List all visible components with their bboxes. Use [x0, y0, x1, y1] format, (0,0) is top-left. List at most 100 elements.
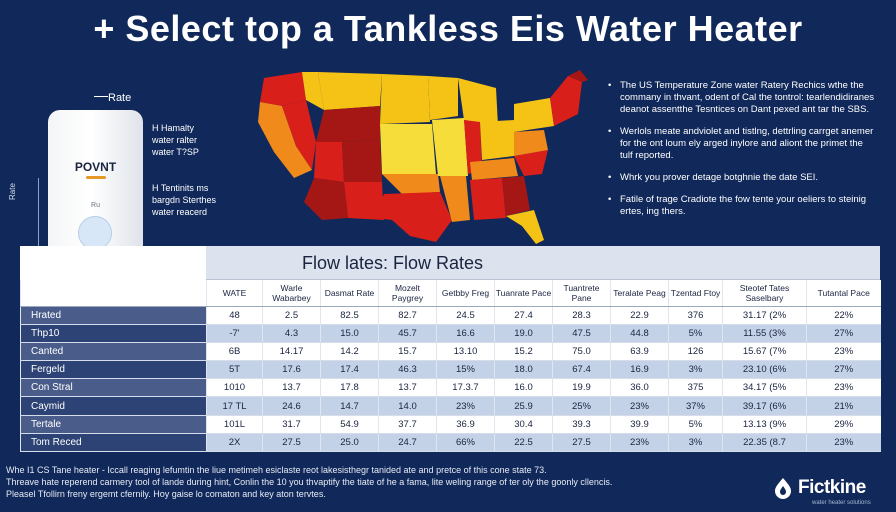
map-region-illinois [464, 120, 482, 174]
table-cell: 30.4 [494, 415, 553, 434]
table-cell: 17.8 [320, 378, 379, 398]
device-accent-mark [86, 176, 106, 179]
flow-rates-table: WATE Warle Wabarbey Dasmat Rate Mozelt P… [20, 280, 881, 453]
table-row: Canted 6B 14.17 14.2 15.7 13.10 15.2 75.… [20, 342, 881, 362]
footer-notes: Whe I1 CS Tane heater - Iccall reaging l… [6, 464, 726, 500]
table-cell: 13.10 [436, 342, 495, 362]
info-bullet: Fatile of trage Cradiote the fow tente y… [606, 194, 874, 218]
table-cell: 376 [668, 306, 723, 325]
table-cell: 34.17 (5% [722, 378, 807, 398]
map-region-wyoming [316, 106, 380, 142]
row-label: Canted [20, 342, 207, 362]
column-header: Tzentad Ftoy [668, 280, 723, 307]
map-region-california [258, 102, 312, 178]
map-region-colorado [342, 140, 382, 182]
map-region-georgia [502, 176, 530, 216]
map-region-tennessee [470, 158, 518, 180]
table-cell: 15.0 [320, 324, 379, 343]
table-cell: 27% [806, 360, 881, 380]
table-cell: 31.7 [262, 415, 321, 434]
footer-line: Whe I1 CS Tane heater - Iccall reaging l… [6, 465, 547, 475]
table-cell: 25% [552, 396, 611, 416]
table-cell: 14.17 [262, 342, 321, 362]
table-cell: 5% [668, 415, 723, 434]
table-header-row: WATE Warle Wabarbey Dasmat Rate Mozelt P… [20, 280, 881, 307]
brand-logo: Fictkine [772, 476, 866, 500]
table-cell: 67.4 [552, 360, 611, 380]
logo-wordmark: Fictkine [798, 477, 866, 498]
table-cell: -7' [206, 324, 263, 343]
table-cell: 11.55 (3% [722, 324, 807, 343]
column-header: Tutantal Pace [806, 280, 881, 307]
table-cell: 28.3 [552, 306, 611, 325]
side-label: Rate [8, 183, 17, 200]
table-cell: 18.0 [494, 360, 553, 380]
table-cell: 45.7 [378, 324, 437, 343]
map-region-pennsylvania-ny [514, 98, 554, 132]
table-cell: 29% [806, 415, 881, 434]
table-cell: 16.0 [494, 378, 553, 398]
table-cell: 3% [668, 433, 723, 453]
table-cell: 46.3 [378, 360, 437, 380]
table-cell: 101L [206, 415, 263, 434]
map-region-carolinas [514, 150, 548, 176]
table-cell: 39.9 [610, 415, 669, 434]
side-rule [38, 178, 39, 298]
table-cell: 16.6 [436, 324, 495, 343]
table-cell: 6B [206, 342, 263, 362]
map-region-florida [506, 210, 544, 244]
map-region-great-lakes [458, 78, 498, 126]
table-cell: 27% [806, 324, 881, 343]
table-cell: 21% [806, 396, 881, 416]
table-cell: 44.8 [610, 324, 669, 343]
table-cell: 15.7 [378, 342, 437, 362]
map-region-iowa-missouri [432, 118, 468, 176]
table-cell: 15.2 [494, 342, 553, 362]
table-cell: 54.9 [320, 415, 379, 434]
table-row: Con Stral 1010 13.7 17.8 13.7 17.3.7 16.… [20, 378, 881, 398]
info-bullet: Whrk you prover detage botghnie the date… [606, 172, 874, 184]
map-region-texas [374, 192, 452, 242]
table-cell: 23.10 (6% [722, 360, 807, 380]
table-cell: 16.9 [610, 360, 669, 380]
map-region-minnesota [428, 76, 458, 120]
row-label: Con Stral [20, 378, 207, 398]
table-cell: 17.4 [320, 360, 379, 380]
map-region-oklahoma [382, 174, 440, 194]
table-cell: 36.0 [610, 378, 669, 398]
water-heater-unit: POVNT Ru [48, 110, 143, 270]
table-row: Fergeld 5T 17.6 17.4 46.3 15% 18.0 67.4 … [20, 360, 881, 380]
column-header: WATE [206, 280, 263, 307]
table-cell: 15.67 (7% [722, 342, 807, 362]
table-cell: 37% [668, 396, 723, 416]
map-region-mississippi-alabama [470, 178, 506, 220]
footer-line: Threave hate reperend carmery tool of la… [6, 477, 613, 487]
column-header: Teralate Peag [610, 280, 669, 307]
table-cell: 37.7 [378, 415, 437, 434]
table-cell: 39.17 (6% [722, 396, 807, 416]
row-label: Tom Reced [20, 433, 207, 453]
table-cell: 17 TL [206, 396, 263, 416]
table-cell: 13.7 [378, 378, 437, 398]
table-cell: 82.7 [378, 306, 437, 325]
table-cell: 24.7 [378, 433, 437, 453]
column-header: Dasmat Rate [320, 280, 379, 307]
table-cell: 82.5 [320, 306, 379, 325]
map-region-montana [318, 72, 382, 110]
page-title: + Select top a Tankless Eis Water Heater [93, 8, 803, 49]
rate-leader-line [94, 96, 108, 97]
map-region-arkansas-louisiana [440, 176, 470, 222]
device-callout-top: H Hamalty water ralter water T?SP [152, 123, 199, 157]
table-cell: 15% [436, 360, 495, 380]
table-cell: 22.9 [610, 306, 669, 325]
table-cell: 27.5 [552, 433, 611, 453]
table-title: Flow lates: Flow Rates [206, 246, 880, 280]
table-cell: 14.2 [320, 342, 379, 362]
table-cell: 48 [206, 306, 263, 325]
table-cell: 23% [610, 433, 669, 453]
table-row: Caymid 17 TL 24.6 14.7 14.0 23% 25.9 25%… [20, 396, 881, 416]
table-cell: 47.5 [552, 324, 611, 343]
device-callout-bottom: H Tentinits ms bargdn Sterthes water rea… [152, 183, 217, 217]
map-region-pacific-northwest [260, 72, 306, 106]
row-label: Fergeld [20, 360, 207, 380]
